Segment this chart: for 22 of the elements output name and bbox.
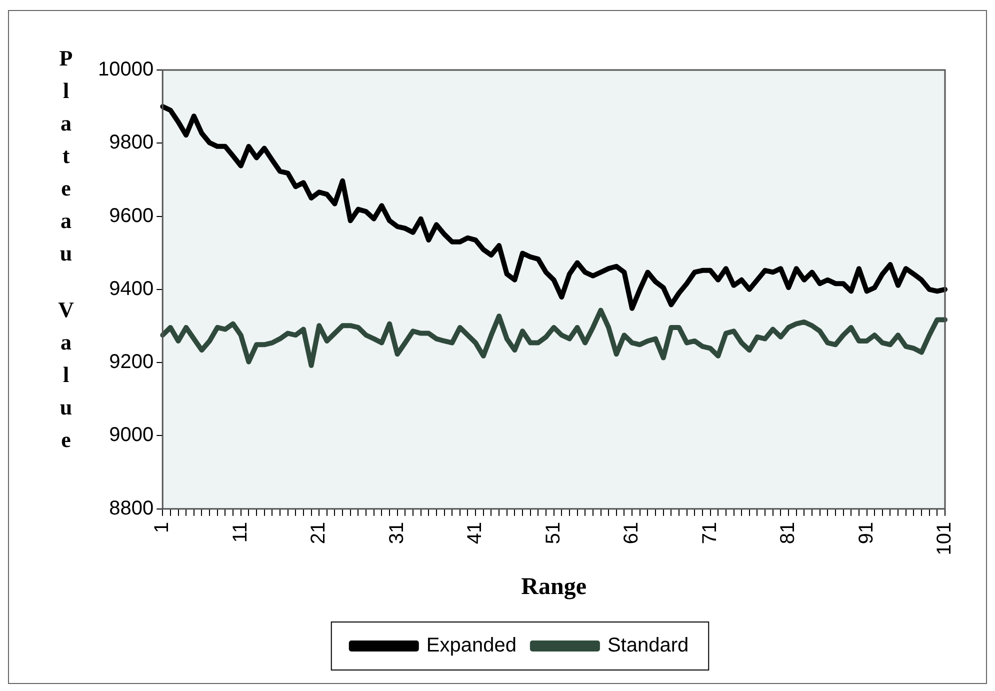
legend-label: Expanded [426,634,516,657]
y-tick-label: 9200 [109,351,154,374]
x-axis-title: Range [521,574,587,600]
x-tick-label: 11 [229,522,252,543]
x-tick-label: 81 [777,522,800,544]
x-tick-label: 41 [464,522,486,544]
y-tick-label: 8800 [109,497,154,520]
y-tick-label: 9800 [109,132,154,154]
x-tick-label: 21 [308,522,330,544]
y-tick-label: 10000 [98,58,154,81]
x-tick-label: 91 [855,522,878,544]
legend-label: Standard [607,634,689,657]
x-tick-label: 101 [934,522,956,556]
y-tick-label: 9000 [109,424,154,446]
y-tick-label: 9400 [109,278,154,300]
x-tick-label: 1 [151,522,174,533]
x-tick-label: 71 [698,522,721,544]
x-tick-label: 31 [386,522,408,544]
x-tick-label: 61 [620,522,643,544]
text: Plateau Value [58,46,74,452]
x-tick-label: 51 [542,522,564,544]
y-tick-label: 9600 [109,204,154,227]
